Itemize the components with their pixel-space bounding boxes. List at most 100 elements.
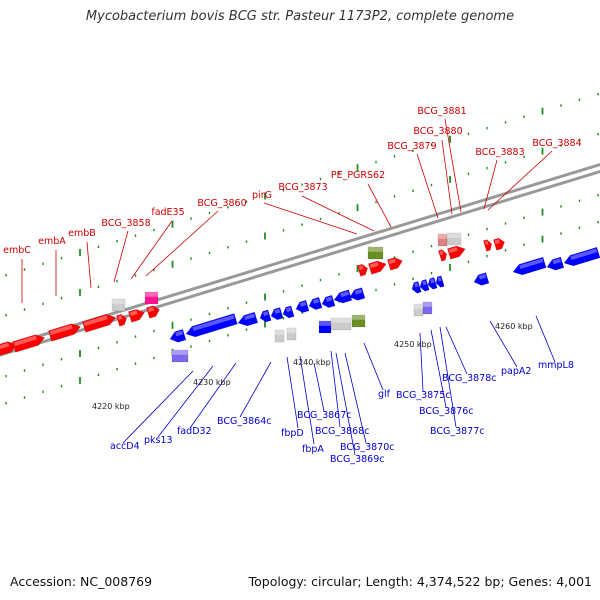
dots-reverse [5, 193, 599, 378]
forward-gene-label: BCG_3860 [197, 198, 246, 209]
rna-feature [286, 327, 297, 341]
reverse-gene-label: fbpA [302, 444, 324, 455]
forward-gene [146, 305, 160, 319]
scale-label: 4260 kbp [495, 322, 533, 331]
forward-gene [128, 309, 145, 323]
genome-title: Mycobacterium bovis BCG str. Pasteur 117… [85, 9, 515, 24]
reverse-gene-label: BCG_3870c [340, 442, 395, 453]
reverse-gene [169, 329, 187, 343]
olive-feature [367, 246, 384, 260]
rna-feature [274, 329, 285, 343]
reverse-gene [512, 256, 547, 276]
leader-line [299, 355, 315, 445]
reverse-gene-label: glf [378, 389, 391, 400]
reverse-gene-label: BCG_3875c [396, 390, 451, 401]
reverse-gene-label: fadD32 [177, 426, 212, 437]
dots-top [5, 132, 599, 317]
scale-labels: 4220 kbp 4230 kbp 4240 kbp 4250 kbp 4260 kbp [92, 322, 533, 411]
reverse-box [318, 320, 332, 334]
leader-line [444, 118, 462, 213]
reverse-gene-label: mmpL8 [538, 360, 574, 371]
forward-gene [357, 264, 368, 277]
rna-feature [330, 317, 352, 331]
leader-line [86, 241, 92, 289]
forward-gene-label: embA [38, 236, 66, 247]
reverse-gene [185, 313, 238, 338]
reverse-gene [259, 309, 272, 323]
accession-text: Accession: NC_008769 [10, 574, 153, 589]
leader-line [286, 356, 299, 429]
forward-gene-label: embB [68, 228, 96, 239]
reverse-gene-label: fbpD [281, 428, 304, 439]
topology-text: Topology: circular; Length: 4,374,522 bp… [248, 574, 592, 589]
gene-features [0, 232, 600, 363]
leader-line [157, 365, 214, 438]
leader-line [430, 329, 447, 408]
leader-line [113, 230, 129, 283]
reverse-gene [295, 299, 310, 313]
purple-feature [171, 349, 189, 363]
leader-line [489, 320, 518, 368]
forward-gene-label: BCG_3858 [101, 218, 150, 229]
reverse-gene [427, 277, 438, 290]
leader-line [130, 220, 173, 280]
leader-line [367, 183, 392, 228]
reverse-gene [546, 256, 565, 271]
leader-line [439, 326, 457, 428]
leader-line [416, 153, 439, 219]
reverse-gene-label: pks13 [144, 435, 173, 446]
leader-line [441, 139, 453, 215]
pink-feature [144, 291, 159, 305]
forward-gene-label: PE_PGRS62 [331, 170, 385, 181]
reverse-gene [411, 281, 422, 294]
scale-label: 4240 kbp [293, 358, 331, 367]
forward-gene-label: BCG_3884 [532, 138, 581, 149]
leader-line [363, 342, 384, 391]
forward-gene-label: BCG_3883 [475, 147, 524, 158]
forward-gene [368, 260, 387, 275]
reverse-gene [563, 246, 600, 267]
forward-gene [0, 341, 18, 357]
leader-line [335, 352, 356, 456]
leader-line [344, 352, 367, 444]
olive-feature [351, 314, 366, 328]
rna-feature [111, 298, 126, 312]
leader-line [313, 362, 325, 412]
forward-gene [493, 237, 505, 251]
forward-gene-label: BCG_3880 [413, 126, 462, 137]
reverse-gene [270, 307, 284, 321]
forward-gene-label: BCG_3879 [387, 141, 436, 152]
reverse-gene [321, 294, 336, 308]
forward-gene-label: BCG_3873 [278, 182, 327, 193]
forward-gene [447, 245, 466, 260]
reverse-gene-label: BCG_3877c [430, 426, 485, 437]
rna-feature [446, 232, 462, 246]
forward-gene [116, 314, 127, 327]
leader-line [189, 362, 237, 429]
scale-label: 4230 kbp [193, 378, 231, 387]
reverse-gene [349, 287, 366, 301]
leader-line [301, 195, 375, 232]
reverse-gene [419, 279, 430, 292]
leader-line [487, 150, 553, 211]
leader-line [330, 350, 341, 428]
reverse-gene-label: papA2 [501, 366, 531, 377]
reverse-gene [435, 275, 445, 288]
forward-gene-label: pirG [252, 190, 272, 201]
label-leader-lines [21, 118, 556, 456]
leader-line [263, 202, 358, 235]
forward-gene [387, 257, 403, 271]
reverse-gene [473, 272, 490, 286]
reverse-gene-label: BCG_3867c [297, 410, 352, 421]
leader-line [122, 370, 194, 444]
rna-feature [413, 303, 424, 317]
reverse-gene [308, 296, 323, 310]
reverse-gene-label: BCG_3864c [217, 416, 272, 427]
reverse-gene-label: BCG_3878c [442, 373, 497, 384]
scale-label: 4220 kbp [92, 402, 130, 411]
leader-line [145, 210, 219, 277]
forward-gene [48, 323, 82, 342]
forward-gene-label: embC [3, 245, 31, 256]
